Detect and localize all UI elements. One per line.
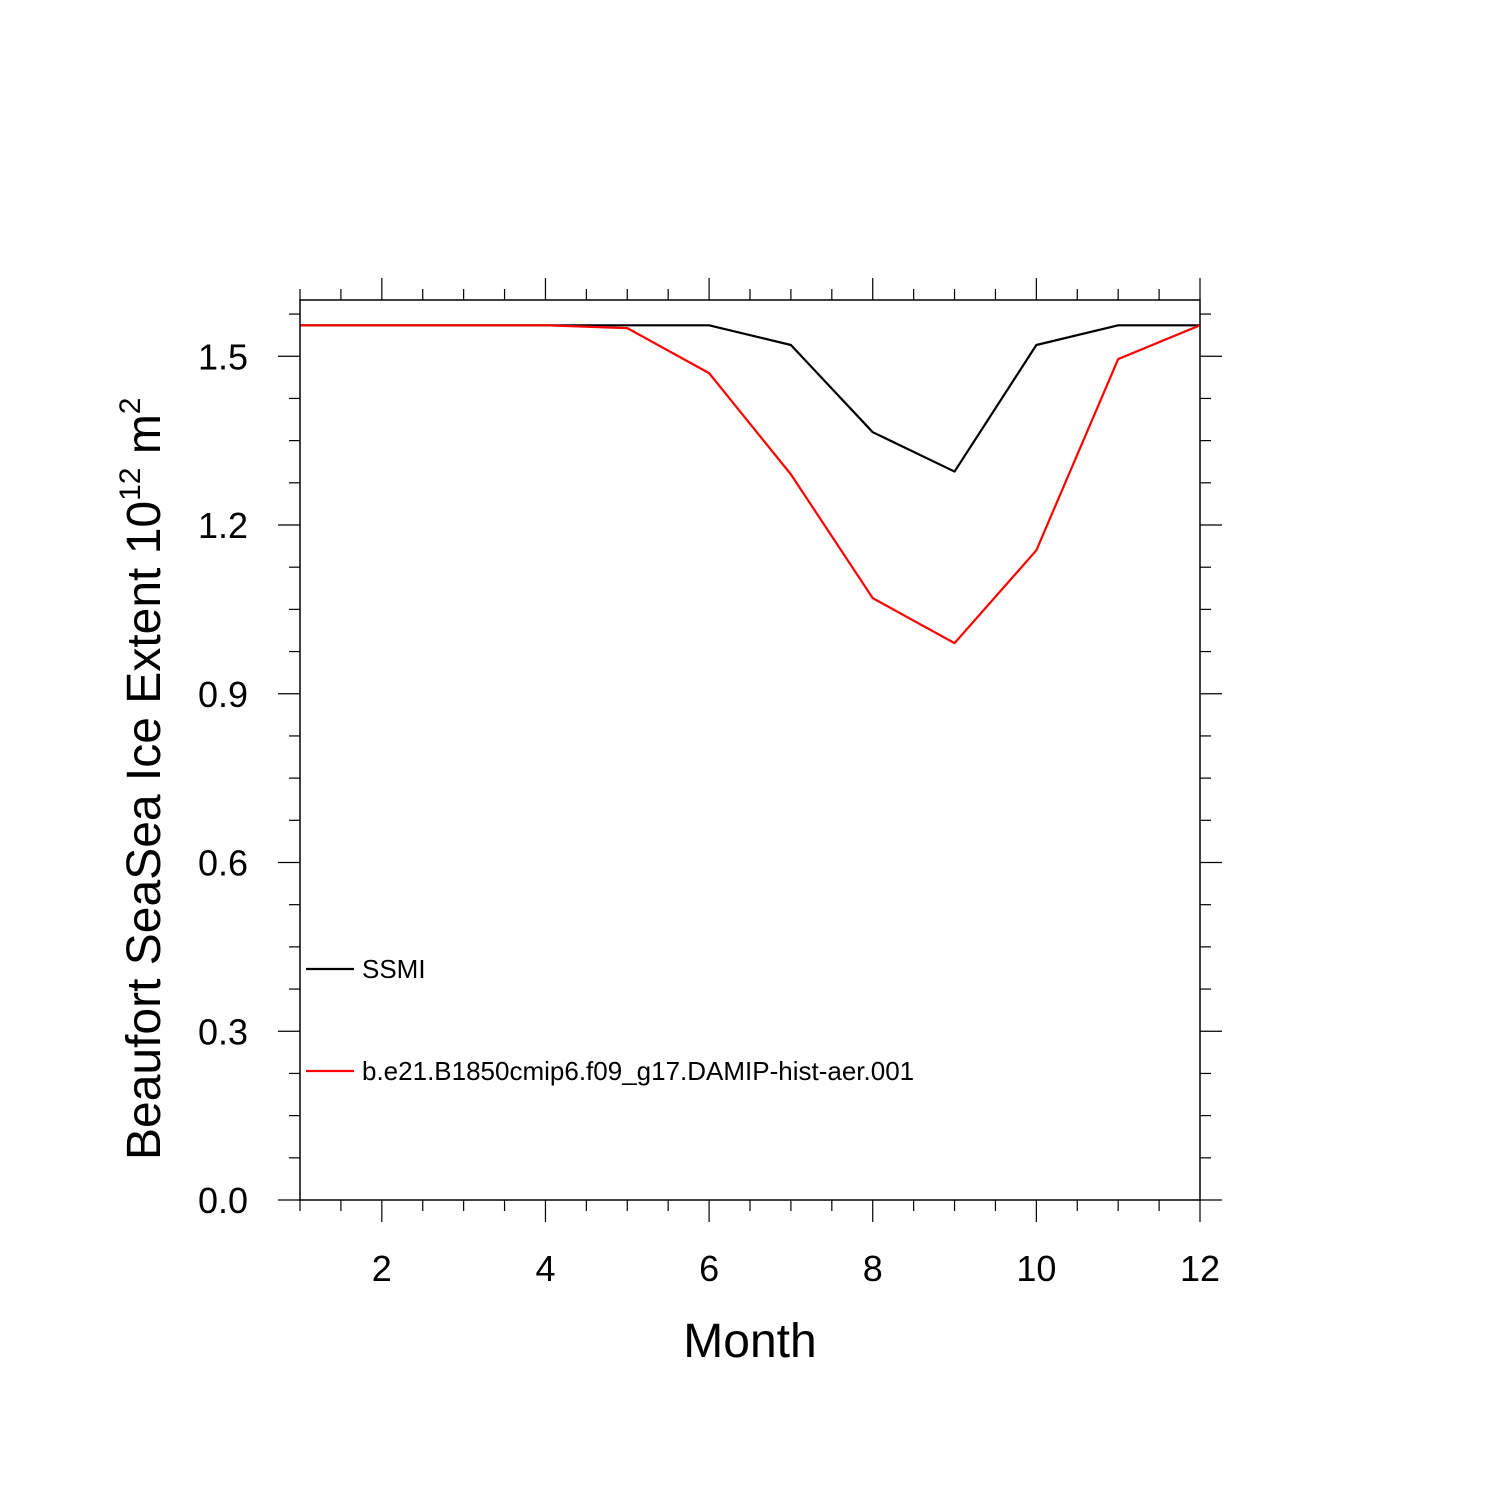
- x-tick-label: 6: [699, 1248, 719, 1289]
- x-tick-label: 12: [1180, 1248, 1220, 1289]
- legend-label-2: b.e21.B1850cmip6.f09_g17.DAMIP-hist-aer.…: [362, 1056, 914, 1086]
- y-axis-title: Beaufort SeaSea Ice Extent 1012 m2: [114, 398, 171, 1161]
- y-tick-label: 0.0: [198, 1180, 248, 1221]
- x-tick-label: 4: [535, 1248, 555, 1289]
- x-tick-labels: 2 4 6 8 10 12: [372, 1248, 1220, 1289]
- series-lines: [300, 324, 1201, 645]
- y-tick-label: 0.6: [198, 843, 248, 884]
- series-line-2: [300, 324, 1201, 645]
- y-tick-label: 0.9: [198, 674, 248, 715]
- y-axis-title-exponent-2: 2: [114, 398, 147, 415]
- y-axis-title-middle: m: [118, 414, 171, 467]
- y-axis-title-exponent-1: 12: [114, 468, 147, 501]
- y-tick-labels: 0.0 0.3 0.6 0.9 1.2 1.5: [198, 336, 248, 1221]
- axis-ticks: [278, 278, 1222, 1222]
- x-tick-label: 2: [372, 1248, 392, 1289]
- y-axis-title-prefix: Beaufort SeaSea Ice Extent 10: [118, 501, 171, 1160]
- x-tick-label: 10: [1016, 1248, 1056, 1289]
- y-tick-label: 0.3: [198, 1011, 248, 1052]
- legend: SSMI b.e21.B1850cmip6.f09_g17.DAMIP-hist-…: [306, 954, 914, 1086]
- y-tick-label: 1.2: [198, 505, 248, 546]
- y-tick-label: 1.5: [198, 336, 248, 377]
- plot-frame: [299, 299, 1201, 1201]
- x-axis-title: Month: [683, 1315, 816, 1368]
- x-tick-label: 8: [863, 1248, 883, 1289]
- legend-label-1: SSMI: [362, 954, 426, 984]
